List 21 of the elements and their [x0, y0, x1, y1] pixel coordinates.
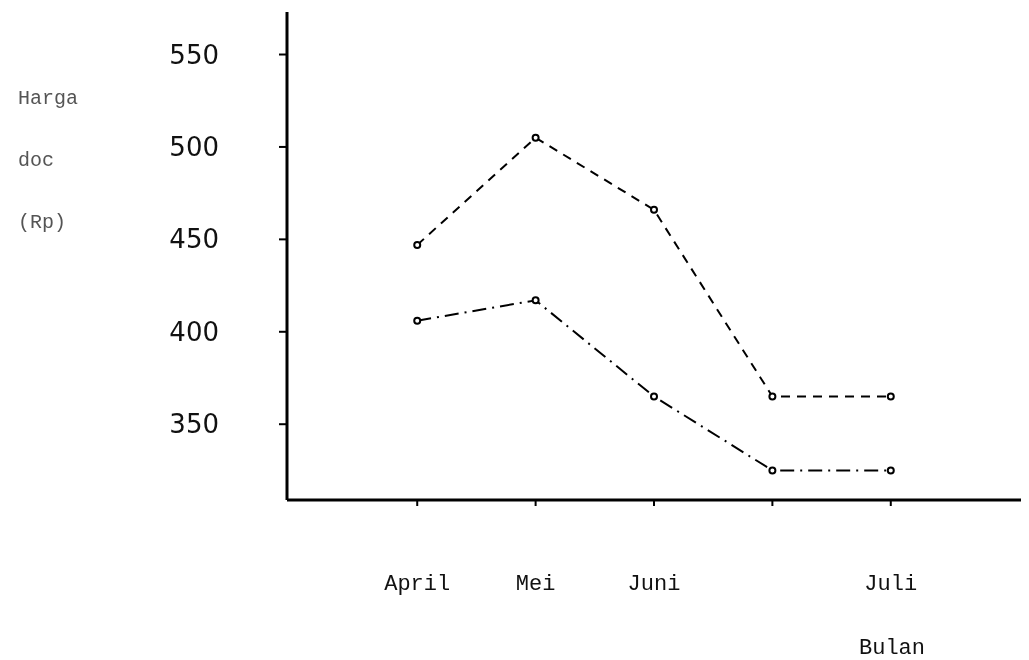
y-tick-label: 400	[169, 316, 219, 347]
point	[886, 466, 895, 475]
text: Harga doc (Rp)	[18, 87, 79, 234]
point	[768, 392, 777, 401]
x-tick-label: Juni	[627, 572, 681, 597]
y-tick-label: 550	[169, 39, 219, 70]
x-axis-title: Bulan	[858, 636, 925, 660]
point	[531, 133, 540, 142]
point	[413, 240, 422, 249]
y-tick-label: 450	[169, 224, 219, 255]
x-tick-label: Mei	[515, 572, 556, 597]
x-tick-label: April	[384, 572, 451, 597]
x-tick-label: Juli	[864, 572, 918, 597]
point	[531, 296, 540, 305]
y-tick-label: 500	[169, 132, 219, 163]
point	[768, 466, 777, 475]
y-tick-label: 350	[169, 409, 219, 440]
point	[650, 205, 658, 214]
point	[886, 392, 895, 401]
point	[413, 316, 422, 325]
point	[650, 392, 658, 401]
